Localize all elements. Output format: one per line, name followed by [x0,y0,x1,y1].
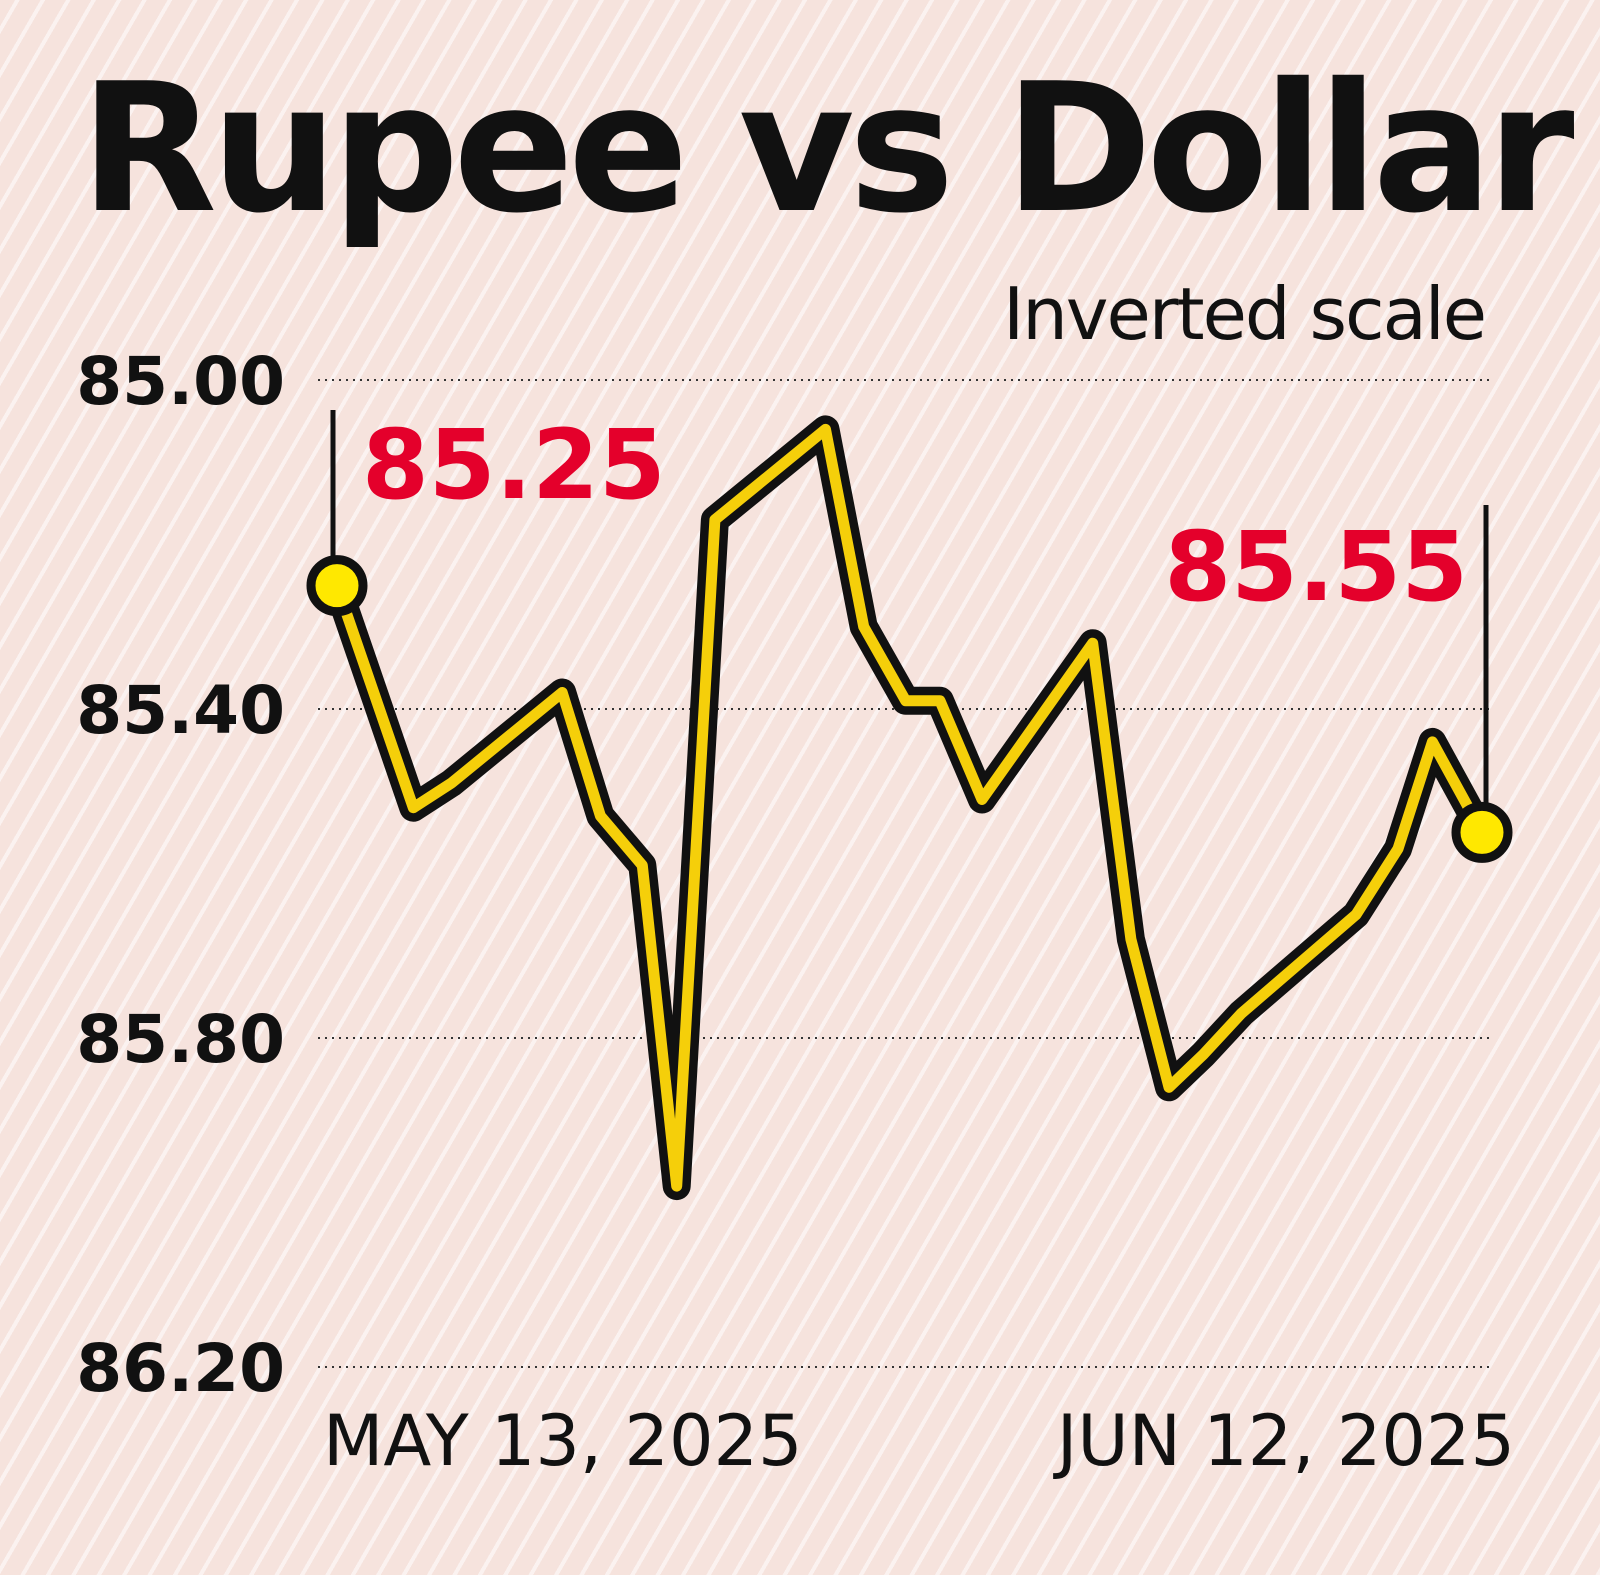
x-tick-label-end: JUN 12, 2025 [1053,1400,1515,1482]
end-point-marker [1451,801,1513,863]
start-point-marker [306,555,368,617]
start-value-label: 85.25 [362,409,666,521]
chart-subtitle: Inverted scale [1002,272,1487,356]
y-tick-label: 86.20 [76,1330,285,1407]
y-tick-label: 85.80 [76,1001,285,1078]
chart-title: Rupee vs Dollar [80,45,1575,252]
y-tick-label: 85.40 [76,672,285,749]
y-tick-label: 85.00 [76,343,285,420]
x-tick-label-start: MAY 13, 2025 [323,1400,803,1482]
series-line [331,423,1488,1192]
end-value-label: 85.55 [1164,511,1468,623]
